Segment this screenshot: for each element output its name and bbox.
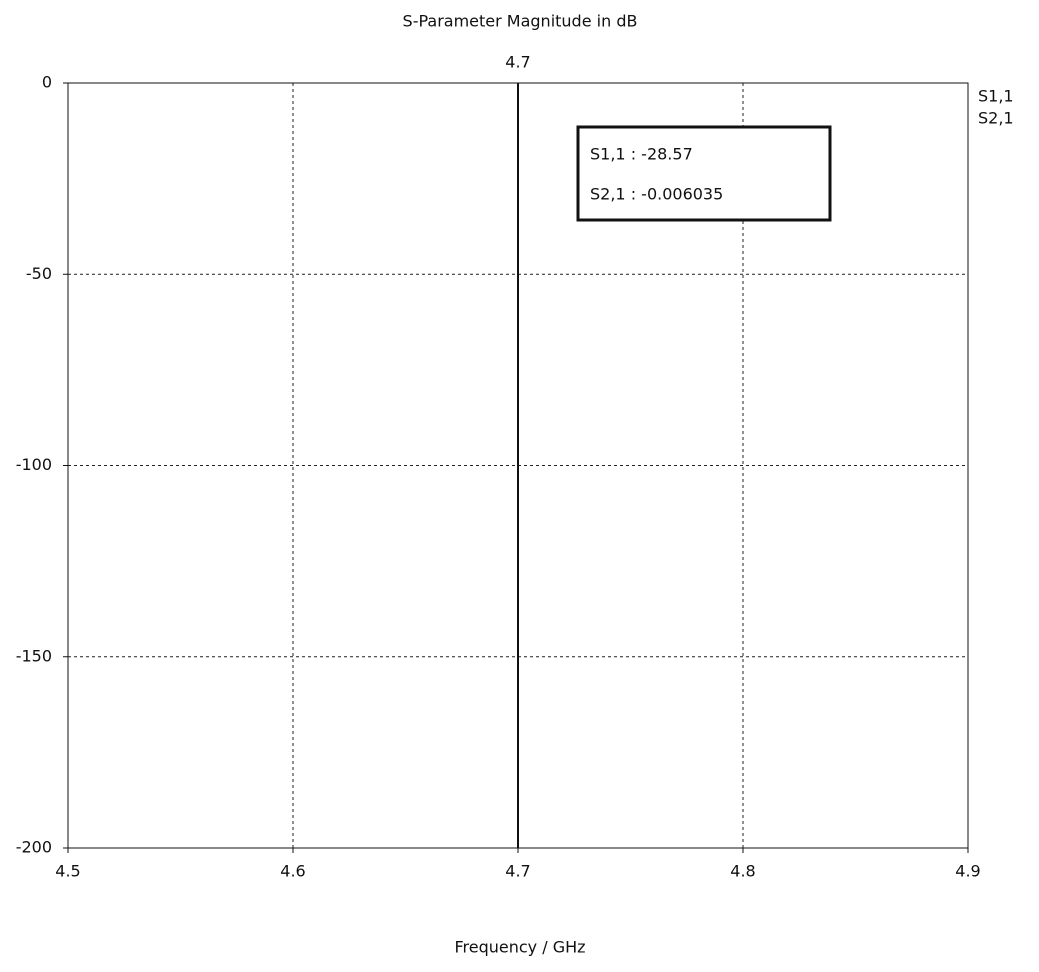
legend-label: S2,1	[978, 109, 1014, 128]
y-tick-label: 0	[42, 73, 52, 92]
y-tick-label: -200	[16, 838, 52, 857]
y-tick-label: -100	[16, 455, 52, 474]
legend-label: S1,1	[978, 87, 1014, 106]
x-tick-label: 4.5	[55, 862, 80, 881]
marker-box	[576, 125, 832, 222]
x-tick-label: 4.9	[955, 862, 980, 881]
y-tick-label: -150	[16, 646, 52, 665]
annotation: S2,1 : -0.006035	[590, 185, 723, 204]
y-tick-label: -50	[26, 264, 52, 283]
annotation: S1,1 : -28.57	[590, 145, 693, 164]
x-tick-label: 4.8	[730, 862, 755, 881]
x-axis-label: Frequency / GHz	[454, 938, 585, 957]
x-tick-label: 4.7	[505, 862, 530, 881]
chart-title: S-Parameter Magnitude in dB	[403, 12, 638, 31]
marker-label: 4.7	[505, 53, 530, 72]
x-tick-label: 4.6	[280, 862, 305, 881]
